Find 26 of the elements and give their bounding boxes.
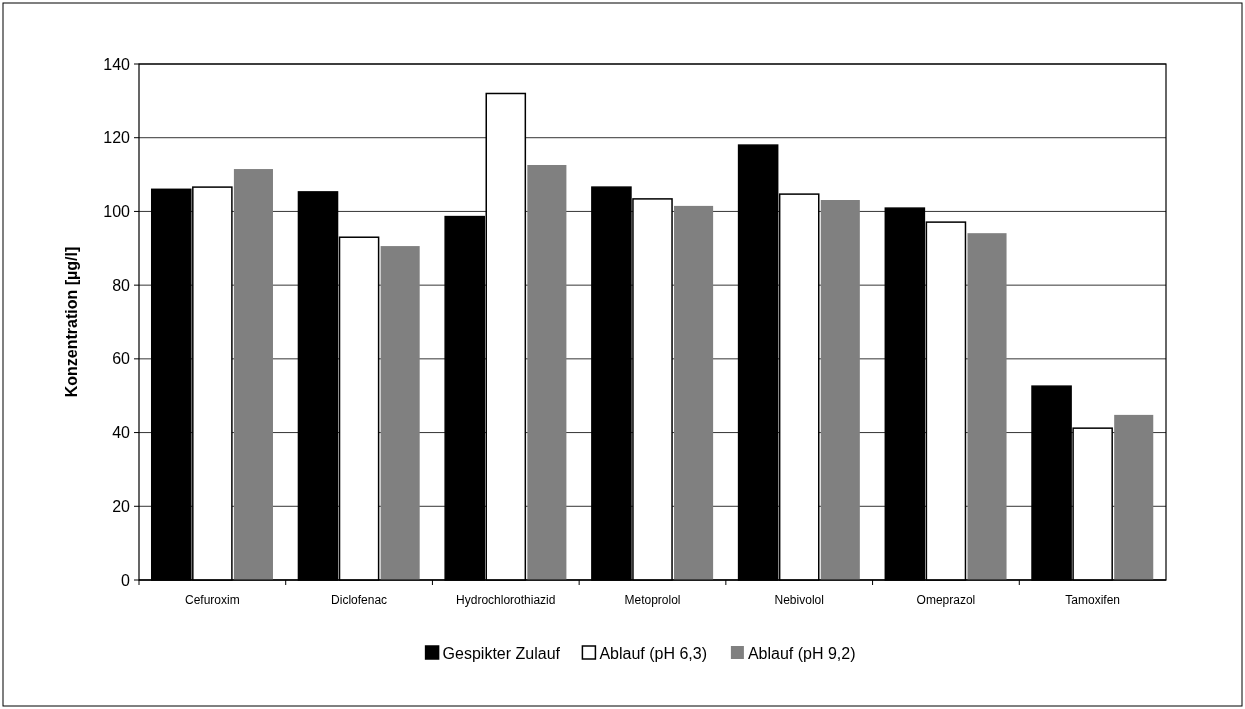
y-tick-label: 100 (103, 203, 131, 221)
y-tick-label: 60 (112, 350, 131, 368)
x-tick-label: Tamoxifen (1065, 593, 1120, 607)
bar (967, 233, 1007, 580)
bar (674, 205, 714, 580)
y-tick-label: 20 (112, 497, 131, 515)
bar (527, 164, 567, 580)
bar (820, 200, 860, 580)
y-tick-label: 40 (112, 424, 131, 442)
y-tick-label: 80 (112, 276, 131, 294)
y-tick-label: 0 (121, 571, 131, 589)
y-axis-title: Konzentration [µg/l] (63, 246, 80, 398)
x-tick-label: Nebivolol (774, 593, 824, 607)
x-tick-label: Omeprazol (916, 593, 976, 607)
bar (1114, 414, 1154, 580)
y-tick-label: 120 (103, 129, 131, 147)
bar (233, 169, 273, 580)
x-tick-label: Diclofenac (331, 593, 388, 607)
legend-label: Ablauf (pH 6,3) (599, 644, 708, 662)
y-tick-label: 140 (103, 55, 131, 73)
x-tick-label: Metoprolol (624, 593, 681, 607)
x-tick-label: Hydrochlorothiazid (456, 593, 556, 607)
bar (380, 246, 420, 580)
x-tick-label: Cefuroxim (185, 593, 240, 607)
legend-label: Gespikter Zulauf (442, 644, 561, 662)
legend-label: Ablauf (pH 9,2) (747, 644, 856, 662)
